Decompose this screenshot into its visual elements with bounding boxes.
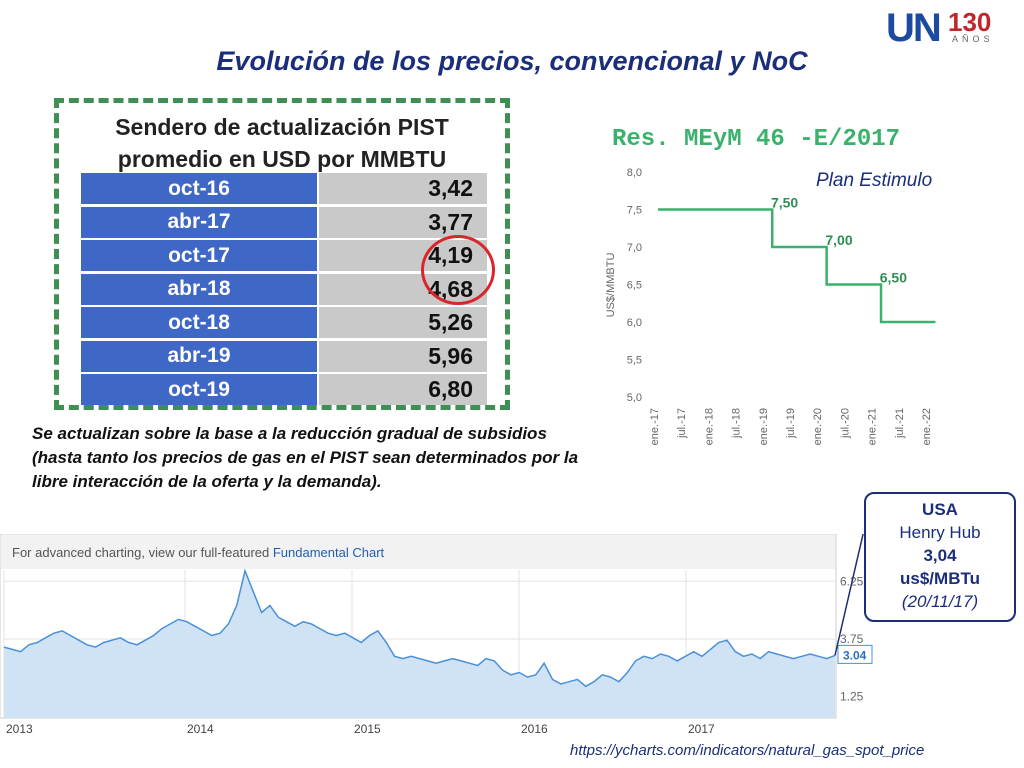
x-tick-label: jul.-20 (839, 408, 851, 439)
table-row: oct-18 5,26 (81, 307, 487, 338)
subsidy-note: Se actualizan sobre la base a la reducci… (32, 424, 579, 491)
x-tick-label: jul.-19 (785, 408, 797, 439)
x-tick-label: jul.-21 (894, 408, 906, 439)
pist-date-cell: oct-18 (81, 307, 317, 338)
data-label: 6,50 (880, 270, 907, 286)
callout-date: (20/11/17) (901, 592, 979, 611)
chart-header-bar (1, 535, 835, 569)
logo-mark: UN (886, 6, 942, 50)
pist-panel: Sendero de actualización PIST promedio e… (54, 98, 510, 410)
callout-unit: us$/MBTu (900, 569, 980, 588)
henry-hub-callout: USA Henry Hub 3,04 us$/MBTu (20/11/17) (864, 492, 1016, 622)
pist-title-line2: promedio en USD por MMBTU (117, 146, 447, 172)
x-tick-label: 2017 (688, 722, 715, 736)
pist-value-cell: 5,26 (319, 307, 487, 338)
pist-title: Sendero de actualización PIST promedio e… (59, 111, 505, 175)
y-tick-label: 1.25 (840, 690, 864, 704)
x-tick-label: ene.-22 (921, 408, 933, 445)
pist-value-cell: 5,96 (319, 340, 487, 372)
step-chart-title: Res. MEyM 46 -E/2017 (612, 126, 901, 153)
x-tick-label: jul.-17 (676, 408, 688, 439)
pist-date-cell: oct-16 (81, 173, 317, 204)
x-tick-label: ene.-19 (758, 408, 770, 445)
table-row: oct-19 6,80 (81, 374, 487, 405)
series-line (3, 568, 836, 688)
henry-hub-chart: For advanced charting, view our full-fea… (0, 534, 873, 736)
chart-header-text: For advanced charting, view our full-fea… (12, 545, 385, 560)
step-chart: 8,0 7,5 7,0 6,5 6,0 5,5 5,0 ene.-17 jul.-17 ene.-… (605, 167, 936, 445)
step-chart-subtitle: Plan Estimulo (816, 170, 933, 191)
y-tick-label: 7,0 (627, 242, 642, 254)
pist-title-line1: Sendero de actualización PIST (115, 114, 449, 140)
data-label: 7,00 (825, 232, 852, 248)
y-tick-label: 7,5 (627, 205, 642, 217)
x-tick-label: ene.-20 (812, 408, 824, 445)
callout-country: USA (922, 500, 958, 519)
pist-date-cell: abr-18 (81, 273, 317, 305)
x-tick-label: ene.-21 (867, 408, 879, 445)
y-tick-label: 6,0 (627, 317, 642, 329)
highlight-circle (421, 235, 495, 305)
y-axis-label: US$/MMBTU (605, 253, 617, 318)
last-value-box (837, 644, 873, 664)
y-tick-label: 5,0 (627, 392, 642, 404)
logo: UN 130 AÑOS (886, 6, 1020, 50)
pist-date-cell: abr-19 (81, 340, 317, 372)
y-tick-label: 5,5 (627, 355, 642, 367)
pist-date-cell: oct-17 (81, 240, 317, 271)
page-title: Evolución de los precios, convencional y… (216, 46, 808, 76)
callout-index: Henry Hub (899, 523, 981, 542)
x-tick-label: ene.-17 (649, 408, 661, 445)
area-fill (4, 570, 835, 718)
table-row: abr-17 3,77 (81, 206, 487, 238)
table-row: oct-16 3,42 (81, 173, 487, 204)
pist-value-cell: 3,77 (319, 206, 487, 238)
pist-date-cell: abr-17 (81, 206, 317, 238)
y-tick-label: 8,0 (627, 167, 642, 179)
source-link[interactable]: https://ycharts.com/indicators/natural_g… (570, 742, 925, 759)
logo-number: 130 (948, 7, 992, 37)
x-tick-label: 2013 (6, 722, 33, 736)
last-value-label: 3.04 (843, 648, 867, 662)
pist-date-cell: oct-19 (81, 374, 317, 405)
fundamental-chart-link[interactable]: Fundamental Chart (273, 545, 385, 560)
y-tick-label: 6,5 (627, 280, 642, 292)
series-line (658, 208, 936, 324)
pist-value-cell: 3,42 (319, 173, 487, 204)
data-label: 7,50 (771, 195, 798, 211)
y-tick-label: 3.75 (840, 632, 864, 646)
callout-price: 3,04 (923, 546, 957, 565)
x-tick-label: 2014 (187, 722, 214, 736)
x-tick-label: jul.-18 (731, 408, 743, 439)
pist-value-cell: 6,80 (319, 374, 487, 405)
table-row: abr-19 5,96 (81, 340, 487, 372)
callout-pointer (834, 534, 864, 656)
x-tick-label: 2015 (354, 722, 381, 736)
pist-table: oct-16 3,42 abr-17 3,77 oct-17 4,19 abr-… (81, 173, 487, 408)
x-tick-label: 2016 (521, 722, 548, 736)
logo-sub: AÑOS (952, 34, 994, 44)
x-tick-label: ene.-18 (703, 408, 715, 445)
